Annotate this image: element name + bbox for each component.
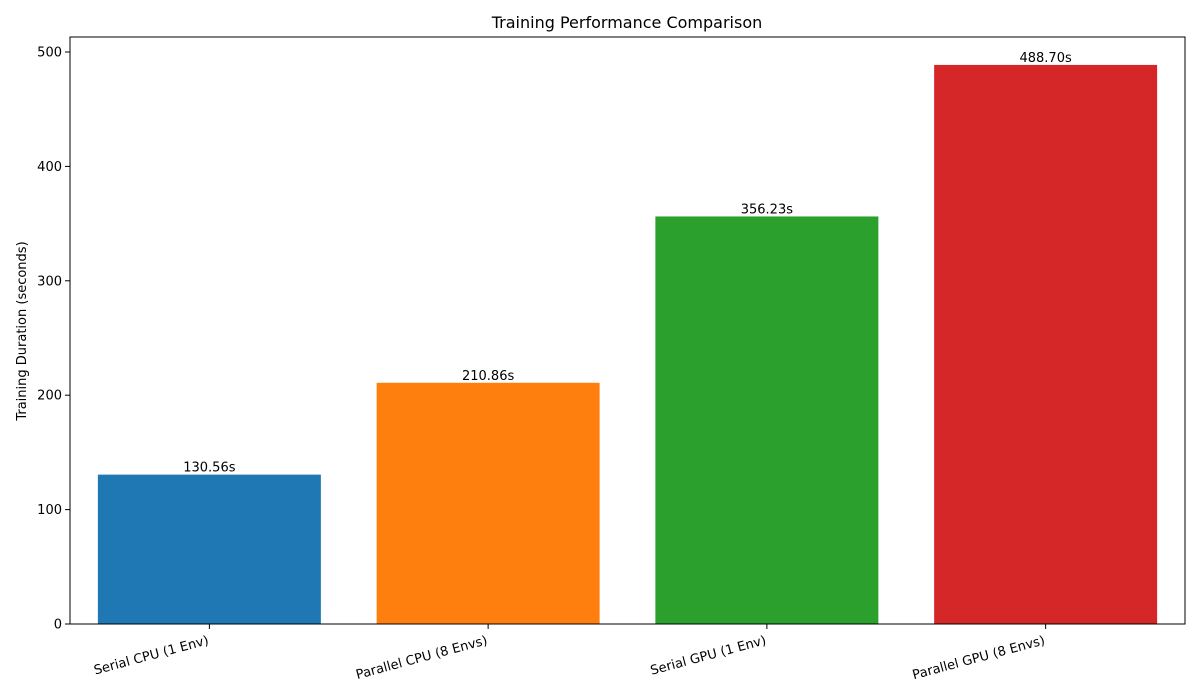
data-label: 356.23s [741,202,793,217]
data-labels-layer: 130.56s 210.86s 356.23s 488.70s [183,51,1072,476]
data-label: 210.86s [462,369,514,384]
y-tick-label: 200 [37,389,62,404]
bar [934,64,1158,624]
y-tick-label: 100 [37,503,62,518]
x-tick-label: Serial CPU (1 Env) [92,633,210,678]
x-tick-label: Parallel CPU (8 Envs) [354,633,489,683]
y-axis-label: Training Duration (seconds) [15,241,30,421]
y-tick-label: 400 [37,160,62,175]
x-tick-label: Serial GPU (1 Env) [649,633,768,678]
y-tick-label: 300 [37,274,62,289]
data-label: 488.70s [1019,51,1071,66]
chart-title: Training Performance Comparison [491,13,763,32]
bar [376,382,600,624]
y-tick-label: 0 [54,618,62,633]
bars-layer [97,64,1158,624]
x-axis: Serial CPU (1 Env) Parallel CPU (8 Envs) S… [92,624,1047,683]
plot-frame [69,36,1186,625]
data-label: 130.56s [183,461,235,476]
x-tick-label: Parallel GPU (8 Envs) [911,633,1047,683]
bar [655,216,879,624]
y-axis: 0 100 200 300 400 500 [37,45,70,633]
y-tick-label: 500 [37,45,62,60]
bar [97,474,321,624]
